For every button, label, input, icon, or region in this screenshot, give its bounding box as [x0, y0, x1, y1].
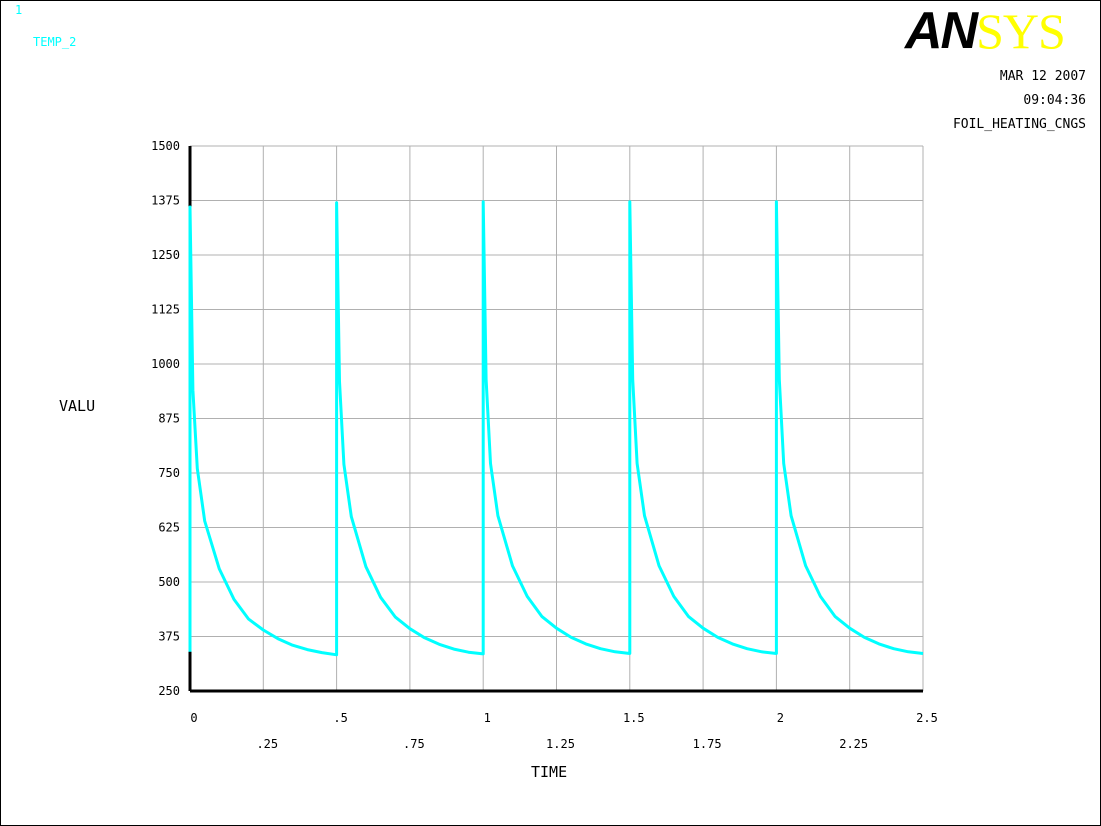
plot-variable-label: TEMP_2: [33, 35, 77, 49]
y-tick-label: 625: [158, 521, 180, 535]
y-tick-label: 1500: [151, 139, 180, 153]
x-tick-label: 1.75: [693, 737, 722, 751]
x-tick-label: .5: [333, 711, 347, 725]
jobname-label: FOIL_HEATING_CNGS: [952, 117, 1086, 132]
x-axis-label: TIME: [531, 763, 568, 781]
x-tick-label: .25: [256, 737, 278, 751]
y-tick-label: 500: [158, 575, 180, 589]
y-tick-label: 875: [158, 412, 180, 426]
y-tick-label: 1125: [151, 303, 180, 317]
x-tick-label: 0: [190, 711, 197, 725]
x-tick-label: 2: [777, 711, 784, 725]
x-tick-label: 1.5: [623, 711, 645, 725]
y-tick-label: 375: [158, 630, 180, 644]
x-tick-label: 1: [484, 711, 491, 725]
y-tick-label: 1250: [151, 248, 180, 262]
x-tick-label: 2.5: [916, 711, 938, 725]
y-tick-label: 1000: [151, 357, 180, 371]
x-tick-label: 1.25: [546, 737, 575, 751]
y-tick-label: 1375: [151, 194, 180, 208]
date-label: MAR 12 2007: [999, 69, 1086, 84]
series-line-temp-2: [188, 200, 924, 657]
time-label: 09:04:36: [1023, 93, 1086, 108]
window-number: 1: [15, 3, 23, 17]
y-axis-label: VALU: [59, 397, 96, 415]
y-tick-label: 750: [158, 466, 180, 480]
x-tick-label: 2.25: [839, 737, 868, 751]
y-tick-label: 250: [158, 684, 180, 698]
x-tick-label: .75: [403, 737, 425, 751]
ansys-logo: ANSYS: [905, 2, 1066, 60]
